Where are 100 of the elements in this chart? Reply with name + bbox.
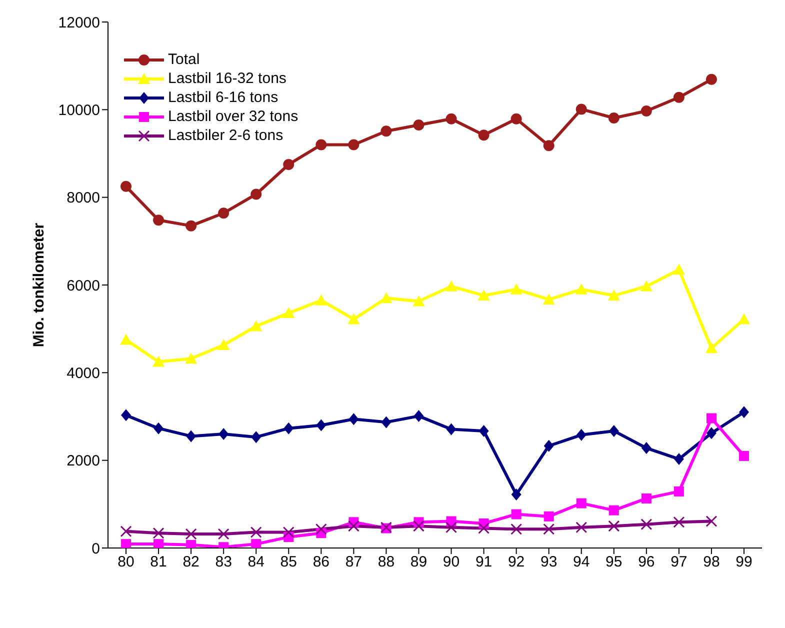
y-tick-label: 0 — [92, 540, 100, 558]
x-tick-label: 91 — [475, 554, 492, 571]
y-tick-label: 8000 — [66, 190, 100, 207]
point — [121, 409, 131, 422]
point — [542, 293, 555, 304]
legend-label: Lastbil 6-16 tons — [168, 89, 278, 106]
point — [705, 342, 718, 354]
point — [445, 280, 458, 292]
point — [152, 356, 165, 367]
y-tick-label: 12000 — [58, 14, 100, 32]
point — [414, 410, 424, 422]
point — [218, 428, 229, 440]
point — [315, 294, 328, 306]
point — [251, 539, 262, 548]
point — [316, 139, 327, 150]
x-tick-label: 81 — [150, 554, 167, 571]
x-tick-label: 95 — [606, 554, 622, 571]
point — [120, 180, 132, 192]
point — [186, 430, 196, 442]
x-tick-label: 86 — [312, 554, 330, 571]
point — [316, 419, 326, 432]
point — [380, 126, 392, 137]
x-tick-label: 92 — [508, 554, 525, 571]
point — [641, 442, 652, 454]
point — [544, 511, 554, 522]
point — [608, 112, 620, 124]
point — [576, 498, 586, 508]
point — [511, 509, 522, 520]
legend-label: Lastbiler 2-6 tons — [168, 127, 284, 144]
point — [576, 428, 586, 441]
point — [154, 539, 164, 548]
legend-label: Total — [168, 51, 200, 68]
point — [544, 440, 554, 452]
point — [706, 413, 716, 424]
point — [186, 540, 196, 548]
point — [674, 453, 684, 466]
point — [186, 220, 197, 232]
x-tick-label: 98 — [703, 554, 720, 571]
point — [576, 104, 587, 115]
x-tick-label: 97 — [670, 554, 688, 571]
point — [674, 486, 684, 496]
point — [413, 120, 424, 131]
y-tick-label: 2000 — [66, 452, 100, 470]
point — [510, 283, 522, 294]
point — [446, 113, 457, 124]
x-tick-label: 89 — [410, 554, 428, 571]
point — [153, 214, 164, 226]
point — [250, 320, 262, 332]
x-tick-label: 93 — [540, 554, 558, 571]
point — [218, 339, 230, 350]
x-tick-label: 96 — [638, 554, 655, 571]
point — [348, 413, 359, 426]
y-tick-label: 6000 — [66, 277, 100, 294]
point — [510, 113, 522, 124]
point — [218, 208, 230, 219]
point — [575, 283, 588, 294]
x-tick-label: 82 — [182, 554, 200, 571]
x-tick-label: 87 — [345, 554, 362, 571]
point — [380, 292, 392, 304]
point — [738, 313, 750, 324]
point — [283, 158, 294, 170]
point — [543, 140, 554, 152]
point — [640, 105, 652, 116]
point — [185, 352, 198, 364]
point — [348, 139, 360, 150]
point — [478, 130, 490, 141]
point — [673, 92, 684, 103]
point — [412, 295, 425, 306]
point — [120, 334, 132, 345]
point — [641, 493, 652, 504]
x-tick-label: 88 — [378, 554, 395, 571]
legend-label: Lastbil 16-32 tons — [168, 70, 286, 87]
point — [250, 188, 262, 200]
x-tick-label: 94 — [573, 554, 590, 571]
y-tick-label: 10000 — [58, 102, 100, 119]
point — [154, 422, 164, 434]
x-tick-label: 99 — [736, 554, 752, 571]
x-tick-label: 84 — [248, 554, 264, 571]
y-axis-title: Mio. tonkilometer — [30, 222, 48, 348]
point — [608, 424, 619, 437]
point — [640, 280, 652, 292]
point — [348, 313, 360, 324]
point — [739, 450, 749, 461]
point — [739, 406, 749, 418]
point — [478, 424, 489, 437]
point — [282, 307, 295, 318]
point — [121, 539, 131, 548]
x-tick-label: 83 — [215, 554, 232, 571]
point — [706, 427, 716, 440]
point — [478, 290, 490, 301]
point — [608, 505, 619, 516]
point — [446, 423, 456, 436]
point — [608, 290, 620, 301]
y-tick-label: 4000 — [66, 364, 100, 382]
point — [284, 422, 294, 434]
x-tick-label: 85 — [280, 554, 297, 571]
legend-label: Lastbil over 32 tons — [168, 108, 298, 125]
x-tick-label: 90 — [442, 554, 460, 571]
point — [511, 488, 522, 501]
point — [672, 264, 685, 275]
